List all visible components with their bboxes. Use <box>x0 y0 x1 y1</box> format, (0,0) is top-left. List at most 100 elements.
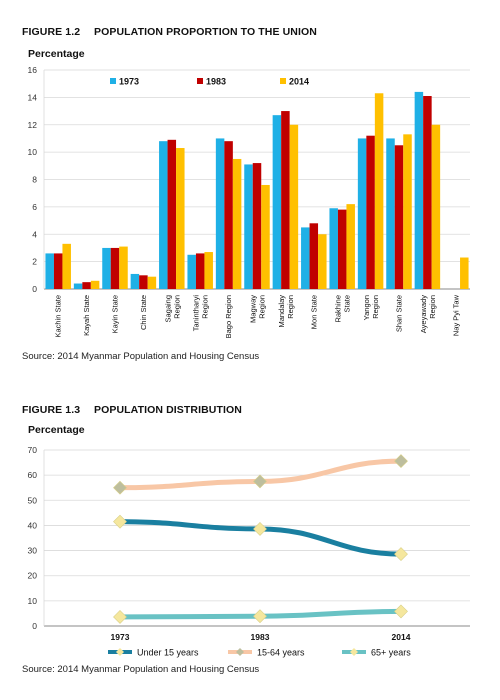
bar-2014 <box>90 280 100 289</box>
bar-2014 <box>147 276 157 289</box>
bar-1973 <box>215 138 225 289</box>
legend-marker-Under 15 years <box>116 648 124 656</box>
x-category-label-line: Rakhine <box>334 295 343 323</box>
x-category-label-line: Kachin State <box>54 295 63 338</box>
legend-swatch-2014 <box>280 78 286 84</box>
legend-label-1983: 1983 <box>206 77 226 87</box>
bar-1983 <box>110 247 120 289</box>
data-point-marker <box>253 522 267 536</box>
legend-marker-15-64 years <box>236 648 244 656</box>
population-distribution-line-chart: Percentage 0 10 20 30 40 50 60 70 1973 1983 2014 Und… <box>28 424 470 658</box>
bar-1983 <box>309 223 319 289</box>
legend-swatch-1983 <box>197 78 203 84</box>
x-category-label: Kayin State <box>111 295 120 333</box>
data-point-marker <box>113 480 127 495</box>
y-tick-label: 0 <box>32 621 37 631</box>
bar-1983 <box>337 209 347 289</box>
legend-marker-65+ years <box>350 648 358 656</box>
y-tick-label: 40 <box>28 520 38 530</box>
x-category-label-line: Region <box>286 295 295 319</box>
bar-1973 <box>73 283 83 289</box>
x-category-label-line: Kayah State <box>82 295 91 336</box>
bar-1973 <box>386 138 395 289</box>
x-category-label-line: Mon State <box>309 295 318 329</box>
data-point-marker <box>113 610 127 624</box>
x-category-label-line: Region <box>258 295 267 319</box>
x-tick-label: 1973 <box>111 632 130 642</box>
bar-1983 <box>139 275 148 289</box>
x-category-label-line: Kayin State <box>111 295 120 333</box>
bar-2014 <box>176 148 185 289</box>
x-category-label-line: Ayeyawady <box>419 295 428 333</box>
y-axis-title: Percentage <box>28 48 85 60</box>
bar-1973 <box>159 141 168 289</box>
x-category-label: AyeyawadyRegion <box>419 295 437 333</box>
bar-1983 <box>167 139 177 289</box>
x-tick-label: 1983 <box>251 632 270 642</box>
bar-2014 <box>62 243 71 289</box>
x-category-label: RakhineState <box>334 295 352 323</box>
bar-2014 <box>119 246 128 289</box>
x-category-label-line: Chin State <box>139 295 148 330</box>
x-category-label: Bago Region <box>224 295 233 338</box>
x-category-label: MagwayRegion <box>249 295 267 323</box>
y-tick-label: 8 <box>32 175 37 185</box>
bar-1983 <box>195 253 205 289</box>
x-category-label-line: Region <box>172 295 181 319</box>
y-tick-label: 16 <box>28 65 38 75</box>
y-tick-label: 60 <box>28 470 38 480</box>
y-axis-title: Percentage <box>28 424 85 436</box>
y-tick-label: 30 <box>28 546 38 556</box>
bar-2014 <box>346 204 355 289</box>
x-category-label-line: Region <box>428 295 437 319</box>
data-point-marker <box>253 609 267 624</box>
x-category-label-line: Bago Region <box>224 295 233 338</box>
y-tick-label: 0 <box>32 284 37 294</box>
x-category-label: Kayah State <box>82 295 91 336</box>
population-proportion-bar-chart: Percentage 0 2 4 6 8 10 12 14 16 1973 1983 2014 Kachi… <box>28 48 470 338</box>
bar-1983 <box>82 282 91 289</box>
bar-2014 <box>374 93 384 289</box>
legend-swatch-1973 <box>110 78 116 84</box>
bar-2014 <box>431 124 441 289</box>
x-category-label-line: Tanintharyi <box>192 295 201 332</box>
x-category-label: Chin State <box>139 295 148 330</box>
y-tick-label: 2 <box>32 257 37 267</box>
x-category-label: SagaingRegion <box>163 295 181 323</box>
bar-1973 <box>272 115 282 289</box>
bar-1973 <box>244 164 253 289</box>
data-point-marker <box>253 474 267 489</box>
bar-1973 <box>102 247 111 289</box>
bar-2014 <box>232 158 242 289</box>
figure-1-2-source: Source: 2014 Myanmar Population and Hous… <box>22 351 260 362</box>
figure-1-2-title: POPULATION PROPORTION TO THE UNION <box>94 26 317 38</box>
x-category-label-line: State <box>343 295 352 313</box>
x-category-label-line: Shan State <box>395 295 404 332</box>
data-point-marker <box>113 514 127 529</box>
bar-1983 <box>252 163 262 289</box>
legend-label-Under 15 years: Under 15 years <box>137 648 199 658</box>
x-category-label-line: Region <box>371 295 380 319</box>
figure-1-3-source: Source: 2014 Myanmar Population and Hous… <box>22 664 260 675</box>
data-point-marker <box>394 547 408 562</box>
bar-1983 <box>366 135 375 289</box>
y-tick-label: 10 <box>28 596 38 606</box>
x-category-label: MandalayRegion <box>277 295 295 328</box>
figure-1-2-number: FIGURE 1.2 <box>22 26 81 38</box>
x-category-label-line: Region <box>201 295 210 319</box>
x-category-label-line: Magway <box>249 295 258 323</box>
figure-1-2-heading: FIGURE 1.2 POPULATION PROPORTION TO THE U… <box>22 26 317 38</box>
bar-1973 <box>414 91 424 290</box>
bar-2014 <box>460 257 469 289</box>
y-tick-label: 10 <box>28 147 38 157</box>
y-tick-label: 14 <box>28 92 38 102</box>
data-point-marker <box>394 454 408 468</box>
x-tick-label: 2014 <box>392 632 411 642</box>
x-category-label: Mon State <box>309 295 318 329</box>
x-category-label: Nay Pyi Taw <box>451 294 460 336</box>
bar-1983 <box>53 253 63 289</box>
bar-1973 <box>45 253 54 289</box>
x-category-label-line: Mandalay <box>277 295 286 328</box>
legend-label-2014: 2014 <box>289 77 309 87</box>
bar-1973 <box>301 227 310 289</box>
